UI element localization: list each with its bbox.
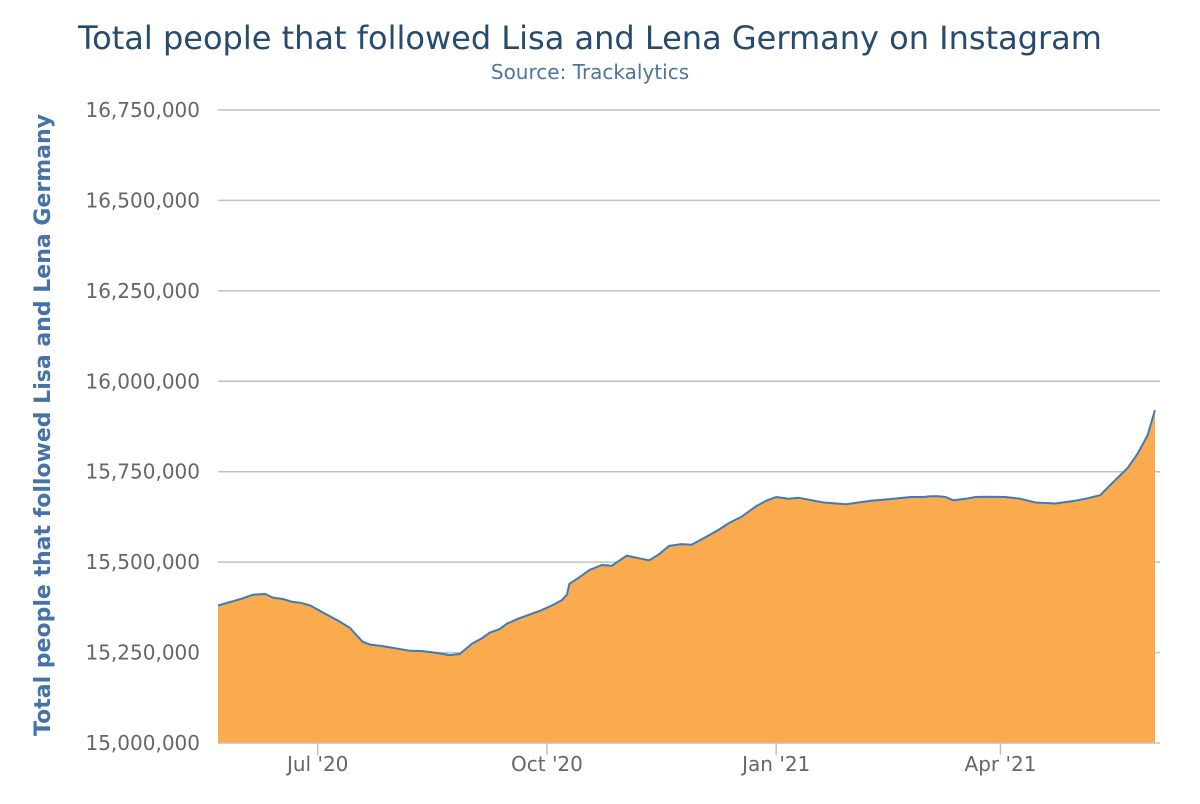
- y-tick-label: 16,250,000: [85, 279, 200, 303]
- series-line: [217, 409, 1156, 657]
- x-tick-label: Oct '20: [511, 752, 583, 776]
- y-axis-title: Total people that followed Lisa and Lena…: [31, 114, 56, 736]
- x-tick-label: Jul '20: [285, 752, 348, 776]
- chart-title: Total people that followed Lisa and Lena…: [77, 19, 1102, 57]
- y-tick-label: 15,500,000: [85, 550, 200, 574]
- x-tick-label: Apr '21: [965, 752, 1037, 776]
- x-tick-label: Jan '21: [740, 752, 810, 776]
- grid-lines: [218, 109, 1160, 654]
- y-tick-label: 15,000,000: [85, 731, 200, 755]
- y-tick-label: 15,250,000: [85, 641, 200, 665]
- y-tick-label: 15,750,000: [85, 460, 200, 484]
- series-area-group: [217, 409, 1156, 743]
- series-area: [218, 410, 1155, 743]
- y-tick-label: 16,000,000: [85, 369, 200, 393]
- y-axis: 15,000,000 15,250,000 15,500,000 15,750,000…: [85, 98, 200, 755]
- y-tick-label: 16,500,000: [85, 188, 200, 212]
- chart-subtitle: Source: Trackalytics: [491, 60, 689, 84]
- x-axis: Jul '20 Oct '20 Jan '21 Apr '21: [218, 742, 1160, 776]
- y-tick-label: 16,750,000: [85, 98, 200, 122]
